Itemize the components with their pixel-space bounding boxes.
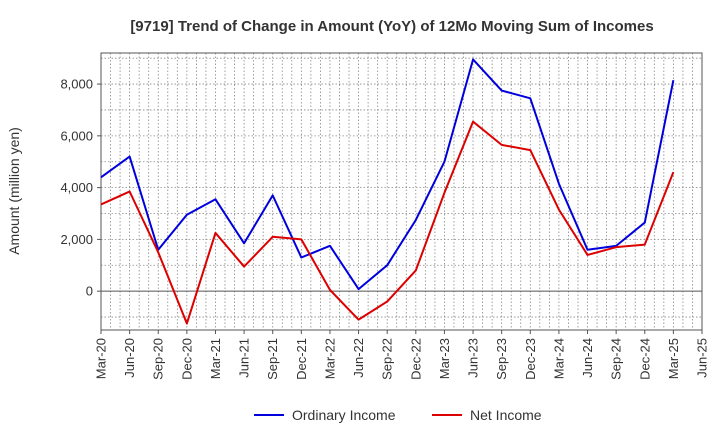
x-tick-label: Dec-24 — [637, 338, 652, 380]
x-tick-label: Mar-21 — [208, 338, 223, 379]
x-tick-label: Dec-22 — [408, 338, 423, 380]
x-tick-label: Sep-22 — [380, 338, 395, 380]
x-tick-label: Mar-20 — [94, 338, 109, 379]
plot-border — [100, 52, 703, 331]
y-tick-label: 2,000 — [60, 232, 93, 247]
x-tick-label: Mar-23 — [437, 338, 452, 379]
x-tick-label: Jun-22 — [351, 338, 366, 378]
x-tick-label: Sep-20 — [151, 338, 166, 380]
chart-title: [9719] Trend of Change in Amount (YoY) o… — [130, 18, 653, 35]
x-tick-label: Jun-23 — [466, 338, 481, 378]
series-layer — [100, 58, 675, 325]
y-tick-label: 8,000 — [60, 77, 93, 92]
x-tick-label: Mar-24 — [551, 338, 566, 379]
series-line-ordinary-income — [100, 58, 675, 291]
grid — [100, 53, 703, 330]
y-tick-label: 6,000 — [60, 128, 93, 143]
y-tick-label: 0 — [86, 284, 93, 299]
legend-label-ordinary-income: Ordinary Income — [292, 407, 396, 423]
x-tick-label: Sep-21 — [265, 338, 280, 380]
x-tick-label: Dec-23 — [523, 338, 538, 380]
legend: Ordinary Income Net Income — [254, 407, 542, 423]
plot-background — [101, 53, 702, 330]
axes: 0 2,000 4,000 6,000 8,000 Mar-20 Jun-20 Sep-20 D… — [60, 52, 710, 380]
x-tick-label: Dec-21 — [294, 338, 309, 380]
x-tick-label: Jun-24 — [580, 338, 595, 378]
x-tick-label: Dec-20 — [179, 338, 194, 380]
legend-label-net-income: Net Income — [470, 407, 542, 423]
plot-area — [101, 53, 702, 330]
x-tick-label: Jun-25 — [695, 338, 710, 378]
y-axis-label: Amount (million yen) — [6, 127, 22, 255]
y-tick-label: 4,000 — [60, 180, 93, 195]
x-tick-label: Sep-24 — [609, 338, 624, 380]
x-tick-label: Sep-23 — [494, 338, 509, 380]
x-tick-label: Mar-25 — [666, 338, 681, 379]
series-line-net-income — [100, 120, 675, 325]
x-tick-label: Mar-22 — [322, 338, 337, 379]
x-tick-label: Jun-21 — [237, 338, 252, 378]
x-tick-label: Jun-20 — [122, 338, 137, 378]
